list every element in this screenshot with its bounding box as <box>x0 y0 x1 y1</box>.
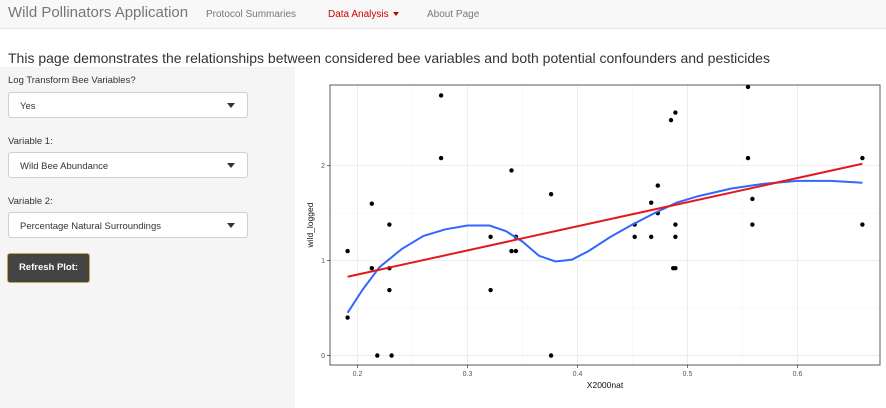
data-point <box>745 84 751 90</box>
x-tick-label: 0.5 <box>683 371 693 378</box>
refresh-plot-button[interactable]: Refresh Plot: <box>7 253 90 283</box>
nav-protocol-summaries[interactable]: Protocol Summaries <box>206 9 297 20</box>
dropdown-caret-icon <box>227 163 235 168</box>
variable2-value: Percentage Natural Surroundings <box>20 221 162 232</box>
nav-about-page[interactable]: About Page <box>427 9 480 20</box>
data-point <box>488 287 493 293</box>
y-tick-label: 2 <box>321 163 325 170</box>
data-point <box>488 234 493 240</box>
data-point <box>387 287 392 293</box>
data-point <box>673 110 678 115</box>
data-point <box>673 265 678 271</box>
variable1-select[interactable]: Wild Bee Abundance <box>8 152 248 178</box>
x-tick-label: 0.2 <box>353 371 363 378</box>
variable2-label: Variable 2: <box>8 196 53 207</box>
page-heading: This page demonstrates the relationships… <box>8 50 770 66</box>
scatter-plot: 0.2 0.3 0.4 0.5 0.6 0 1 2 X2000nat wild_logged <box>305 84 881 390</box>
data-point <box>509 248 514 254</box>
y-axis-title: wild_logged <box>305 202 315 248</box>
data-point <box>375 353 380 358</box>
plot-panel <box>330 85 880 365</box>
data-point <box>369 201 374 206</box>
x-tick-label: 0.3 <box>463 371 473 378</box>
y-tick-label: 1 <box>321 258 325 265</box>
variable1-label: Variable 1: <box>8 136 53 147</box>
x-axis-title: X2000nat <box>587 380 624 390</box>
y-tick-label: 0 <box>321 353 325 360</box>
data-point <box>632 234 637 240</box>
log-transform-value: Yes <box>20 101 36 112</box>
data-point <box>750 196 755 202</box>
dropdown-caret-icon <box>227 223 235 228</box>
chevron-down-icon <box>392 12 399 16</box>
data-point <box>438 93 444 98</box>
data-point <box>655 183 660 188</box>
data-point <box>509 168 514 173</box>
data-point <box>673 222 678 227</box>
log-transform-label: Log Transform Bee Variables? <box>8 75 136 86</box>
data-point <box>387 222 392 227</box>
data-point <box>369 265 374 271</box>
data-point <box>438 155 444 161</box>
loess-smooth-line <box>346 179 863 314</box>
variable1-value: Wild Bee Abundance <box>20 161 109 172</box>
plot-border <box>329 84 881 366</box>
data-point <box>345 315 350 320</box>
data-point <box>389 353 394 358</box>
data-point <box>649 200 654 205</box>
x-tick-label: 0.6 <box>793 371 803 378</box>
data-point <box>649 234 654 240</box>
nav-data-analysis-label: Data Analysis <box>328 9 389 20</box>
data-point <box>750 222 755 227</box>
sidebar-panel: Log Transform Bee Variables? Yes Variabl… <box>0 67 295 408</box>
data-point <box>668 117 674 123</box>
linear-fit-line <box>347 162 863 278</box>
data-point <box>513 248 519 254</box>
data-point <box>673 234 678 240</box>
data-point <box>345 248 350 254</box>
data-point <box>860 155 865 161</box>
data-point <box>548 353 554 358</box>
app-title[interactable]: Wild Pollinators Application <box>8 4 189 21</box>
x-tick-label: 0.4 <box>573 371 583 378</box>
log-transform-select[interactable]: Yes <box>8 92 248 118</box>
data-point <box>860 222 865 227</box>
navbar: Wild Pollinators Application Protocol Su… <box>0 0 886 29</box>
dropdown-caret-icon <box>227 103 235 108</box>
data-point <box>745 155 751 161</box>
nav-data-analysis[interactable]: Data Analysis <box>328 9 399 20</box>
variable2-select[interactable]: Percentage Natural Surroundings <box>8 212 248 238</box>
data-point <box>548 191 554 197</box>
